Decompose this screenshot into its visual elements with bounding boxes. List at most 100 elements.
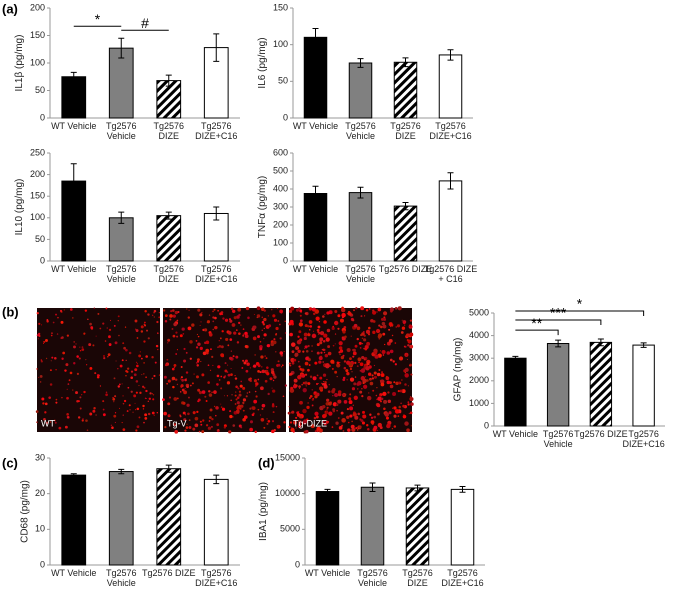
y-axis-label: IL1β (pg/mg) [14, 35, 25, 92]
stain-dot [73, 362, 76, 365]
stain-dot [309, 375, 313, 378]
stain-dot [300, 373, 303, 376]
stain-dot [322, 420, 325, 423]
stain-dot [143, 340, 146, 343]
stain-dot [384, 343, 386, 346]
stain-dot [251, 413, 255, 417]
stain-dot [304, 345, 308, 349]
stain-dot [139, 391, 142, 395]
stain-dot [253, 399, 258, 404]
x-tick-label: Tg2576 DIZE+C16 [195, 121, 237, 141]
stain-dot [73, 341, 76, 343]
stain-dot [188, 426, 192, 429]
stain-dot [361, 388, 363, 390]
stain-dot [305, 429, 309, 434]
stain-dot [242, 334, 245, 337]
stain-dot [125, 359, 127, 362]
stain-dot [196, 410, 199, 414]
stain-dot [186, 385, 189, 389]
stain-dot [368, 308, 371, 310]
stain-dot [323, 333, 328, 338]
stain-dot [135, 361, 137, 363]
stain-dot [185, 378, 187, 380]
stain-dot [167, 402, 171, 406]
y-tick-label: 0 [484, 420, 489, 430]
stain-dot [373, 371, 377, 375]
stain-dot [353, 323, 358, 328]
stain-dot [185, 351, 188, 354]
stain-dot [349, 393, 352, 396]
stain-dot [332, 408, 336, 412]
stain-dot [409, 396, 414, 402]
stain-dot [402, 414, 407, 419]
stain-dot [85, 419, 88, 422]
stain-dot [232, 355, 235, 358]
stain-dot [72, 389, 74, 391]
y-tick-label: 100 [273, 237, 288, 247]
stain-dot [259, 414, 262, 416]
stain-dot [217, 309, 220, 312]
stain-dot [361, 394, 364, 398]
stain-dot [197, 308, 201, 312]
stain-dot [89, 412, 93, 416]
x-tick-label: WT Vehicle [51, 121, 96, 131]
error-bar [640, 342, 647, 348]
stain-dot [235, 391, 237, 393]
stain-dot [327, 401, 332, 406]
stain-dot [356, 429, 359, 431]
stain-dot [36, 368, 38, 370]
stain-dot [185, 414, 187, 416]
y-tick-label: 400 [273, 183, 288, 193]
stain-dot [324, 411, 326, 413]
stain-dot [279, 337, 282, 340]
stain-dot [232, 416, 234, 418]
stain-dot [346, 379, 348, 381]
stain-dot [220, 387, 223, 390]
stain-dot [182, 333, 185, 335]
stain-dot [353, 382, 357, 386]
stain-dot [163, 411, 167, 416]
stain-dot [157, 332, 159, 334]
stain-dot [89, 366, 93, 370]
stain-dot [229, 414, 233, 419]
stain-dot [215, 414, 217, 417]
stain-dot [44, 402, 48, 406]
stain-dot [42, 402, 45, 405]
stain-dot [305, 385, 307, 387]
stain-dot [369, 379, 372, 381]
stain-dot [113, 324, 116, 327]
stain-dot [379, 379, 385, 384]
stain-dot [322, 315, 325, 318]
stain-dot [373, 350, 378, 355]
panel-label: (d) [258, 455, 275, 470]
stain-dot [341, 336, 344, 339]
stain-dot [204, 395, 207, 398]
stain-dot [380, 325, 383, 329]
stain-dot [256, 306, 261, 311]
stain-dot [368, 392, 370, 394]
bar [61, 76, 87, 119]
stain-dot [189, 357, 192, 360]
stain-dot [61, 396, 63, 399]
error-bar [369, 482, 376, 493]
stain-dot [366, 341, 371, 346]
stain-dot [237, 404, 242, 409]
stain-dot [303, 419, 308, 424]
stain-dot [353, 309, 355, 312]
stain-dot [217, 365, 221, 369]
stain-dot [312, 376, 317, 381]
stain-dot [198, 430, 201, 433]
stain-dot [291, 350, 295, 354]
stain-dot [151, 411, 155, 415]
stain-dot [227, 373, 231, 377]
stain-dot [245, 395, 248, 398]
stain-dot [304, 324, 308, 328]
stain-dot [96, 375, 100, 379]
stain-dot [387, 391, 390, 394]
stain-dot [318, 333, 320, 335]
stain-dot [325, 364, 330, 369]
stain-dot [242, 386, 246, 390]
x-tick-label: WT Vehicle [305, 568, 350, 578]
stain-dot [300, 420, 302, 423]
stain-dot [299, 400, 303, 405]
